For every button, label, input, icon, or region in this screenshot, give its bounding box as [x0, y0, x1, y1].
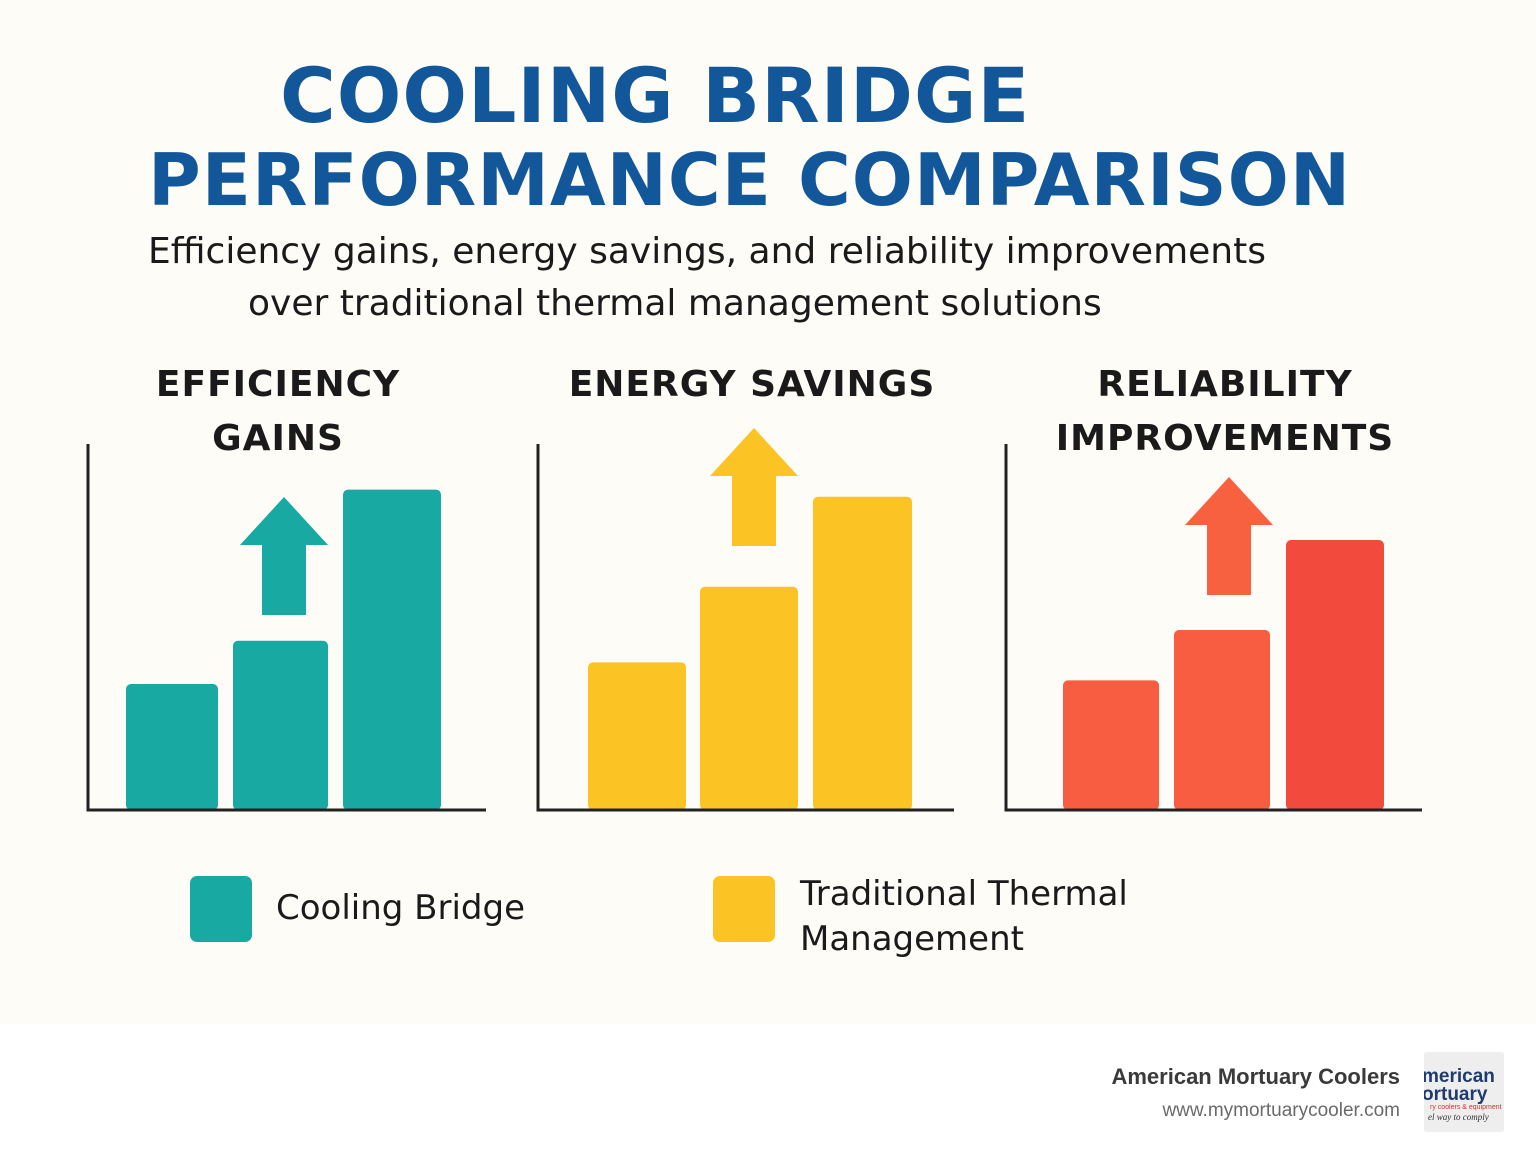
- bar-efficiency-2: [233, 640, 328, 810]
- subtitle-line-2: over traditional thermal management solu…: [248, 283, 1102, 324]
- legend-swatch-cooling-bridge: [190, 876, 252, 942]
- panel-title-reliability: RELIABILITY IMPROVEMENTS: [1040, 358, 1410, 466]
- panel-title-efficiency-line-2: GAINS: [212, 418, 344, 459]
- brand-logo: merican ortuary ry coolers & equipment e…: [1424, 1052, 1504, 1132]
- panel-title-reliability-line-1: RELIABILITY: [1097, 364, 1353, 405]
- up-arrow-icon: [1185, 477, 1273, 595]
- up-arrow-icon: [710, 428, 798, 546]
- up-arrow-icon: [240, 497, 328, 615]
- legend-swatch-traditional: [713, 876, 775, 942]
- brand-name: American Mortuary Coolers: [1111, 1064, 1400, 1089]
- brand-logo-line-4: el way to comply: [1428, 1112, 1489, 1122]
- bar-energy-2: [700, 586, 798, 810]
- bar-reliability-3: [1286, 540, 1384, 810]
- subtitle-line-1: Efficiency gains, energy savings, and re…: [148, 231, 1266, 272]
- bar-reliability-2: [1174, 630, 1270, 810]
- brand-logo-line-1: merican: [1424, 1066, 1495, 1087]
- charts: [86, 428, 1422, 812]
- legend-label-traditional-line-1: Traditional Thermal: [800, 874, 1128, 914]
- panel-title-efficiency-line-1: EFFICIENCY: [155, 364, 401, 405]
- title-line-2: PERFORMANCE COMPARISON: [148, 138, 1352, 222]
- panel-title-energy: ENERGY SAVINGS: [552, 358, 952, 412]
- bar-reliability-1: [1063, 680, 1159, 810]
- title-line-1: COOLING BRIDGE: [280, 51, 1031, 140]
- bar-efficiency-3: [343, 489, 441, 810]
- brand-url: www.mymortuarycooler.com: [1162, 1100, 1400, 1121]
- legend-label-cooling-bridge: Cooling Bridge: [276, 888, 526, 928]
- bar-energy-1: [588, 662, 686, 810]
- panel-title-reliability-line-2: IMPROVEMENTS: [1055, 418, 1395, 459]
- panel-title-energy-line-1: ENERGY SAVINGS: [568, 364, 936, 405]
- bar-energy-3: [813, 496, 912, 810]
- legend-label-traditional-line-2: Management: [800, 919, 1024, 959]
- bar-efficiency-1: [126, 684, 218, 810]
- brand-logo-line-2: ortuary: [1424, 1084, 1488, 1105]
- brand-logo-line-3: ry coolers & equipment: [1430, 1104, 1502, 1111]
- panel-title-efficiency: EFFICIENCY GAINS: [138, 358, 418, 466]
